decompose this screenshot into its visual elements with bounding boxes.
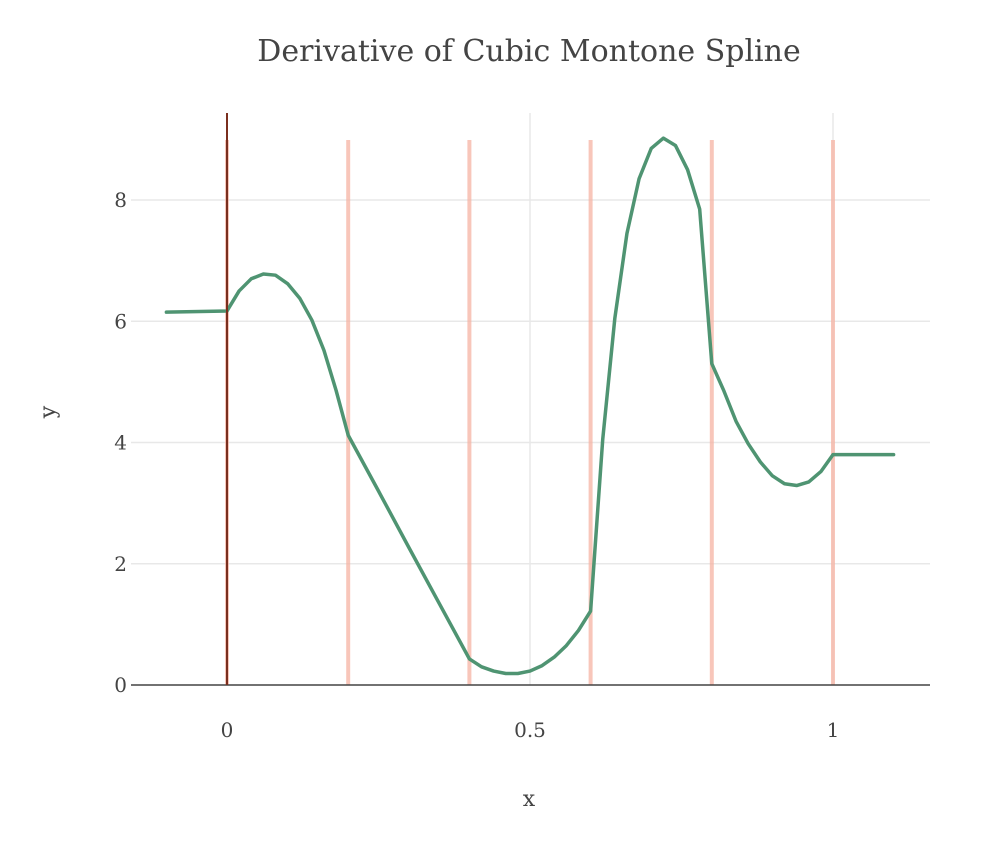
axis-layer [131,113,930,686]
tick-layer: 0 0.5 1 0 2 4 6 8 [114,188,839,742]
y-tick-label: 8 [114,188,127,212]
x-tick-label: 0 [221,718,234,742]
x-tick-label: 0.5 [514,718,546,742]
y-tick-label: 4 [114,431,127,455]
y-tick-label: 2 [114,552,127,576]
y-tick-label: 6 [114,309,127,333]
y-tick-label: 0 [114,673,127,697]
series-line [164,136,896,676]
chart-title: Derivative of Cubic Montone Spline [257,34,800,69]
grid-layer [131,113,930,685]
x-axis-label: x [523,787,536,812]
x-tick-label: 1 [827,718,840,742]
series-layer [164,136,896,676]
y-axis-label: y [36,405,61,419]
